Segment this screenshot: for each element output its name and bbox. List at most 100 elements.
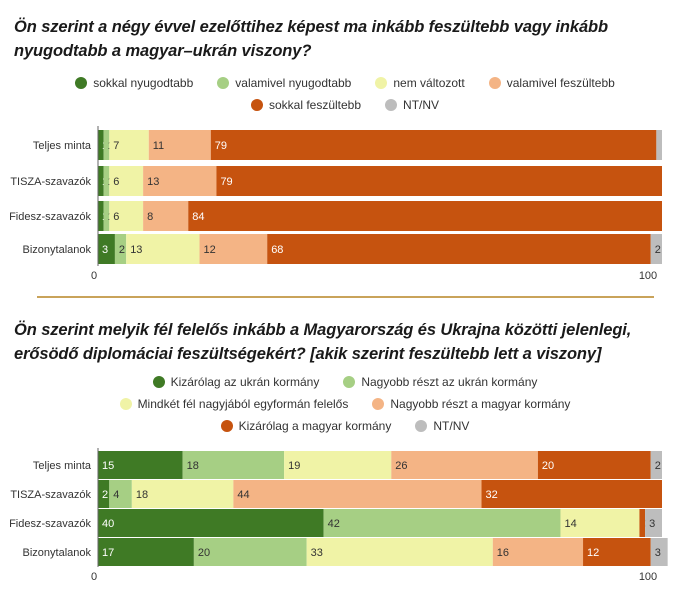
data-label: 18: [136, 489, 148, 501]
legend-swatch-dot: [75, 77, 88, 89]
legend-swatch-dot: [375, 77, 388, 89]
bar-segment: [143, 166, 217, 196]
data-label: 18: [187, 460, 199, 472]
bar-segment: [193, 538, 307, 566]
legend-swatch-dot: [372, 398, 385, 410]
bar-segment: [323, 509, 561, 537]
data-label: 4: [113, 489, 119, 501]
legend-item-mindket-fel: Mindkét fél nagyjából egyformán felelős: [119, 397, 348, 411]
bar-segment: [650, 234, 662, 264]
data-label: 16: [497, 547, 509, 559]
chart-1-legend-row-2: sokkal feszültebb NT/NV: [0, 98, 690, 112]
category-label: Bizonytalanok: [23, 244, 92, 256]
data-label: 44: [237, 489, 249, 501]
data-label: 12: [204, 244, 216, 256]
x-tick-label: 0: [91, 270, 97, 282]
bar-segment: [98, 480, 110, 508]
data-label: 6: [113, 176, 119, 188]
chart-1-legend-row-1: sokkal nyugodtabb valamivel nyugodtabb n…: [0, 76, 690, 90]
data-label: 6: [113, 211, 119, 223]
bar-segment: [650, 538, 668, 566]
bar-segment: [98, 509, 324, 537]
bar-segment: [284, 451, 392, 479]
data-label: 12: [587, 547, 599, 559]
legend-label: Kizárólag az ukrán kormány: [170, 375, 320, 389]
bar-segment: [267, 234, 651, 264]
x-tick-label: 100: [639, 270, 657, 282]
data-label: 15: [102, 460, 114, 472]
legend-swatch-dot: [119, 398, 132, 410]
legend-label: sokkal feszültebb: [268, 98, 362, 112]
chart-2-legend-row-1: Kizárólag az ukrán kormány Nagyobb részt…: [0, 375, 690, 389]
bar-segment: [98, 201, 104, 231]
bar-segment: [650, 451, 662, 479]
category-label: Bizonytalanok: [23, 547, 92, 559]
legend-swatch-dot: [488, 77, 501, 89]
bar-segment: [98, 130, 104, 160]
data-label: 20: [542, 460, 554, 472]
bar-segment: [131, 480, 234, 508]
bar-segment: [109, 130, 149, 160]
data-label: 42: [328, 518, 340, 530]
chart-2-legend-row-3: Kizárólag a magyar kormány NT/NV: [0, 419, 690, 433]
legend-item-nagyobb-reszt-ukran: Nagyobb részt az ukrán kormány: [343, 375, 537, 389]
legend-item-nt-nv: NT/NV: [385, 98, 439, 112]
legend-swatch-dot: [152, 376, 165, 388]
data-label: 7: [113, 140, 119, 152]
legend-swatch-dot: [415, 420, 428, 432]
bar-segment: [306, 538, 493, 566]
legend-item-valamivel-feszultebb: valamivel feszültebb: [488, 76, 615, 90]
bar-segment: [114, 234, 127, 264]
data-label: 11: [153, 140, 164, 152]
legend-label: Nagyobb részt az ukrán kormány: [361, 375, 538, 389]
legend-label: sokkal nyugodtabb: [93, 76, 194, 90]
bar-segment: [210, 130, 657, 160]
legend-label: NT/NV: [403, 98, 440, 112]
data-label: 13: [130, 244, 142, 256]
bar-segment: [148, 130, 211, 160]
legend-swatch-dot: [217, 77, 230, 89]
bar-segment: [492, 538, 584, 566]
data-label: 79: [220, 176, 232, 188]
legend-label: valamivel nyugodtabb: [235, 76, 352, 90]
legend-label: NT/NV: [433, 419, 470, 433]
bar-segment: [98, 538, 194, 566]
legend-item-nagyobb-reszt-magyar: Nagyobb részt a magyar kormány: [372, 397, 570, 411]
data-label: 3: [649, 518, 655, 530]
category-label: Teljes minta: [33, 140, 92, 152]
data-label: 2: [655, 244, 661, 256]
legend-swatch-dot: [343, 376, 356, 388]
data-label: 14: [564, 518, 576, 530]
data-label: 17: [102, 547, 114, 559]
bar-segment: [126, 234, 200, 264]
legend-item-nt-nv: NT/NV: [415, 419, 469, 433]
legend-label: nem változott: [393, 76, 465, 90]
bar-segment: [109, 201, 144, 231]
data-label: 32: [486, 489, 498, 501]
data-label: 2: [119, 244, 125, 256]
data-label: 40: [102, 518, 114, 530]
bar-segment: [98, 234, 115, 264]
bar-segment: [639, 509, 646, 537]
chart-1-title: Ön szerint a négy évvel ezelőttihez képe…: [14, 18, 609, 60]
bar-segment: [98, 451, 183, 479]
legend-item-kizarolag-ukran: Kizárólag az ukrán kormány: [152, 375, 320, 389]
data-label: 3: [102, 244, 108, 256]
x-tick-label: 100: [639, 571, 657, 583]
data-label: 33: [311, 547, 323, 559]
bar-segment: [233, 480, 482, 508]
bar-segment: [109, 166, 144, 196]
category-label: TISZA-szavazók: [10, 176, 91, 188]
chart-2-title: Ön szerint melyik fél felelős inkább a M…: [14, 321, 632, 363]
bar-segment: [103, 166, 110, 196]
bar-segment: [103, 130, 110, 160]
legend-swatch-dot: [250, 99, 263, 111]
bar-segment: [656, 130, 662, 160]
category-label: Fidesz-szavazók: [9, 518, 91, 530]
legend-item-sokkal-nyugodtabb: sokkal nyugodtabb: [75, 76, 193, 90]
data-label: 2: [102, 489, 108, 501]
data-label: 84: [192, 211, 204, 223]
legend-item-kizarolag-magyar: Kizárólag a magyar kormány: [220, 419, 391, 433]
bar-segment: [645, 509, 662, 537]
data-label: 13: [147, 176, 159, 188]
